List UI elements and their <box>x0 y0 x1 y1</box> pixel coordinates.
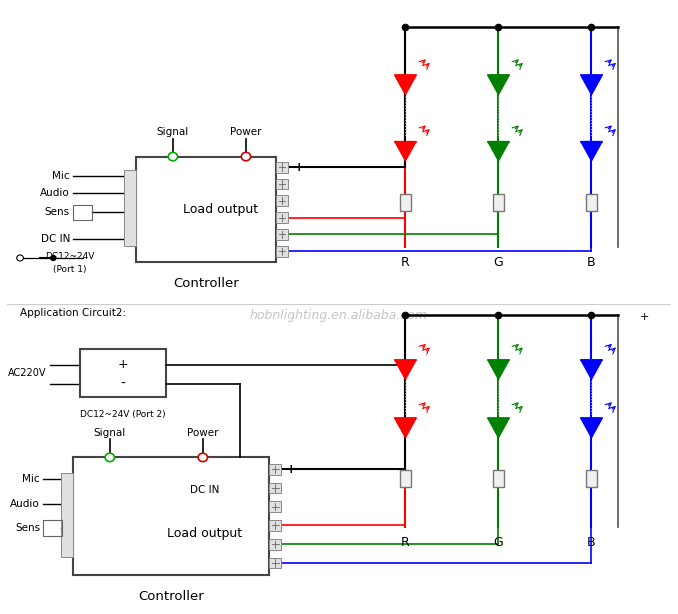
Text: Signal: Signal <box>157 126 189 137</box>
Bar <box>269 464 281 475</box>
FancyBboxPatch shape <box>80 349 166 397</box>
Text: DC12~24V: DC12~24V <box>45 252 95 261</box>
Text: G: G <box>494 256 503 269</box>
Polygon shape <box>581 418 602 438</box>
Bar <box>61 473 73 557</box>
Bar <box>276 246 288 257</box>
Bar <box>276 212 288 223</box>
Polygon shape <box>395 76 416 95</box>
Text: Mic: Mic <box>52 171 70 181</box>
Text: DC IN: DC IN <box>190 485 219 495</box>
Bar <box>276 179 288 189</box>
Text: +: + <box>118 358 128 371</box>
Polygon shape <box>581 141 602 161</box>
Text: Power: Power <box>187 427 218 438</box>
Text: hobnlighting.en.alibaba.com: hobnlighting.en.alibaba.com <box>250 309 428 322</box>
Bar <box>493 470 504 487</box>
Text: R: R <box>401 256 410 269</box>
Bar <box>269 558 281 569</box>
Polygon shape <box>395 360 416 379</box>
Bar <box>43 520 62 535</box>
Text: (Port 1): (Port 1) <box>53 265 87 274</box>
Text: Sens: Sens <box>45 208 70 217</box>
Bar <box>586 195 597 211</box>
Circle shape <box>17 255 24 261</box>
Circle shape <box>198 453 207 462</box>
Polygon shape <box>488 76 509 95</box>
Text: +: + <box>285 463 296 476</box>
Bar <box>124 170 136 246</box>
Polygon shape <box>488 360 509 379</box>
Text: DC IN: DC IN <box>41 234 70 244</box>
Circle shape <box>51 255 56 260</box>
Text: G: G <box>494 535 503 549</box>
Text: +: + <box>640 312 650 322</box>
Text: Power: Power <box>231 126 262 137</box>
Polygon shape <box>581 76 602 95</box>
Text: DC12~24V (Port 2): DC12~24V (Port 2) <box>80 411 166 419</box>
Text: Audio: Audio <box>10 499 40 510</box>
FancyBboxPatch shape <box>73 457 269 575</box>
Text: Mic: Mic <box>22 473 40 484</box>
Polygon shape <box>488 141 509 161</box>
Circle shape <box>105 453 115 462</box>
Text: Application Circuit2:: Application Circuit2: <box>20 308 126 318</box>
Text: B: B <box>587 535 596 549</box>
Text: -: - <box>121 377 125 391</box>
Bar <box>269 539 281 550</box>
Polygon shape <box>488 418 509 438</box>
Polygon shape <box>395 141 416 161</box>
Bar <box>276 161 288 173</box>
Text: Load output: Load output <box>167 527 242 540</box>
Text: Signal: Signal <box>94 427 126 438</box>
Text: Sens: Sens <box>15 523 40 533</box>
Circle shape <box>241 152 251 161</box>
Bar <box>276 229 288 240</box>
Text: Controller: Controller <box>174 277 239 290</box>
Text: Controller: Controller <box>138 590 204 603</box>
Bar <box>269 483 281 494</box>
Text: AC220V: AC220V <box>8 368 47 378</box>
Text: R: R <box>401 535 410 549</box>
Bar <box>276 195 288 206</box>
Bar <box>269 520 281 531</box>
Bar <box>493 195 504 211</box>
Bar <box>400 195 411 211</box>
Polygon shape <box>395 418 416 438</box>
Bar <box>586 470 597 487</box>
Bar <box>73 204 92 220</box>
Text: B: B <box>587 256 596 269</box>
Text: +: + <box>293 161 304 174</box>
Bar <box>400 470 411 487</box>
Polygon shape <box>581 360 602 379</box>
Text: Load output: Load output <box>182 203 258 216</box>
FancyBboxPatch shape <box>136 157 276 262</box>
Bar <box>269 501 281 512</box>
Text: Audio: Audio <box>40 188 70 198</box>
Circle shape <box>168 152 178 161</box>
